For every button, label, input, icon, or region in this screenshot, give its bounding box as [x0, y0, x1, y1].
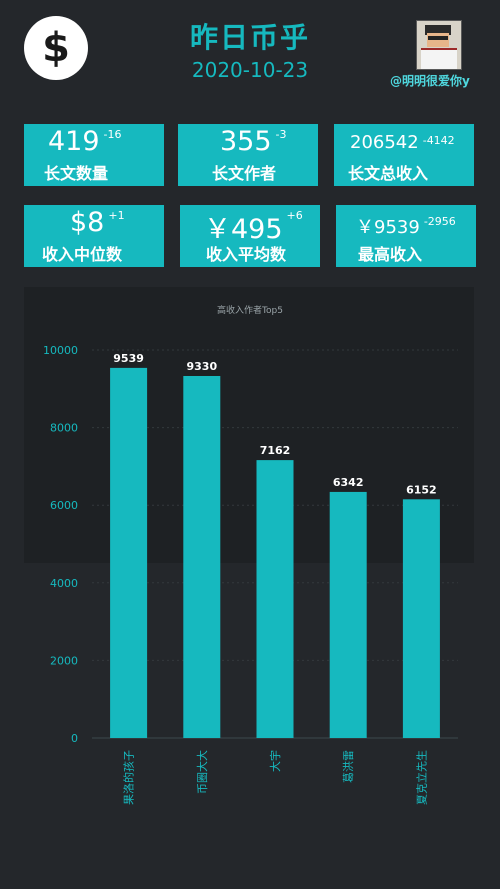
stat-label: 收入平均数: [206, 245, 287, 264]
stat-value: ￥495: [204, 214, 283, 245]
bar[interactable]: [183, 375, 221, 738]
report-date: 2020-10-23: [191, 58, 309, 82]
data-label: 9539: [113, 352, 144, 365]
bar[interactable]: [256, 460, 294, 738]
stat-label: 长文数量: [44, 164, 109, 183]
stat-value: ￥9539: [356, 217, 420, 238]
x-tick-label: 果洛的孩子: [122, 750, 136, 805]
y-tick-label: 0: [71, 732, 78, 745]
stat-value: $8: [70, 207, 105, 238]
dollar-logo-icon: $: [24, 16, 88, 80]
data-label: 7162: [260, 444, 291, 457]
x-tick-label: 大宇: [268, 750, 282, 772]
stat-delta: -2956: [423, 215, 456, 228]
stat-delta: +1: [108, 209, 125, 222]
stat-card-author-count: 355 -3 长文作者: [178, 124, 318, 186]
bar[interactable]: [110, 367, 148, 738]
stat-delta: -3: [275, 128, 287, 141]
y-tick-label: 10000: [43, 344, 78, 357]
x-tick-label: 夏克立先生: [414, 750, 428, 805]
stat-card-max-income: ￥9539 -2956 最高收入: [336, 205, 476, 267]
data-label: 9330: [186, 360, 217, 373]
stat-label: 收入中位数: [42, 245, 123, 264]
stat-label: 最高收入: [358, 245, 423, 264]
y-tick-label: 6000: [50, 499, 78, 512]
data-label: 6152: [406, 483, 437, 496]
bar[interactable]: [329, 491, 367, 738]
y-tick-label: 2000: [50, 654, 78, 667]
x-tick-label: 葛洪雷: [341, 750, 355, 783]
stat-value: 206542: [350, 132, 419, 153]
y-tick-label: 4000: [50, 577, 78, 590]
stat-card-average-income: ￥495 +6 收入平均数: [180, 205, 320, 267]
stat-label: 长文作者: [212, 164, 277, 183]
chart-panel: [24, 287, 474, 563]
stat-delta: -4142: [422, 134, 455, 147]
stat-value: 355: [220, 126, 272, 157]
bar[interactable]: [402, 499, 440, 738]
stat-value: 419: [48, 126, 100, 157]
data-label: 6342: [333, 476, 364, 489]
chart-title: 高收入作者Top5: [217, 304, 283, 316]
avatar[interactable]: [416, 20, 462, 70]
username[interactable]: @明明很爱你y: [390, 74, 470, 88]
x-tick-label: 币圈大大: [195, 750, 209, 794]
stat-label: 长文总收入: [348, 164, 429, 183]
page-title: 昨日币乎: [189, 21, 310, 54]
stat-delta: +6: [286, 209, 303, 222]
stat-delta: -16: [103, 128, 122, 141]
stat-card-median-income: $8 +1 收入中位数: [24, 205, 164, 267]
y-tick-label: 8000: [50, 422, 78, 435]
stat-card-article-count: 419 -16 长文数量: [24, 124, 164, 186]
stat-card-total-income: 206542 -4142 长文总收入: [334, 124, 474, 186]
